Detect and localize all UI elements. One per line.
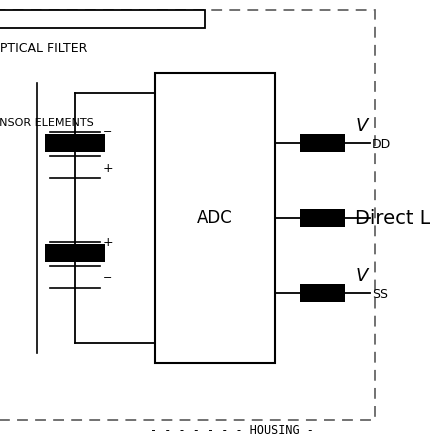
Bar — [45, 134, 105, 152]
Text: $V$: $V$ — [355, 117, 370, 135]
Text: - - - - - - - HOUSING -: - - - - - - - HOUSING - — [150, 424, 314, 437]
Text: $V$: $V$ — [355, 267, 370, 285]
Bar — [0, 10, 375, 420]
Text: SS: SS — [372, 289, 388, 301]
Text: ADC: ADC — [197, 209, 233, 227]
Text: OPTICAL FILTER: OPTICAL FILTER — [0, 42, 87, 54]
Bar — [300, 134, 345, 152]
Bar — [45, 244, 105, 262]
Bar — [300, 209, 345, 227]
Bar — [155, 73, 275, 363]
Text: +: + — [103, 162, 114, 174]
Text: +: + — [103, 236, 114, 248]
Bar — [300, 284, 345, 302]
Text: −: − — [103, 273, 112, 283]
Text: SENSOR ELEMENTS: SENSOR ELEMENTS — [0, 118, 94, 128]
Bar — [0, 10, 205, 28]
Text: DD: DD — [372, 138, 391, 152]
Text: Direct L: Direct L — [355, 208, 430, 227]
Text: −: − — [103, 127, 112, 137]
